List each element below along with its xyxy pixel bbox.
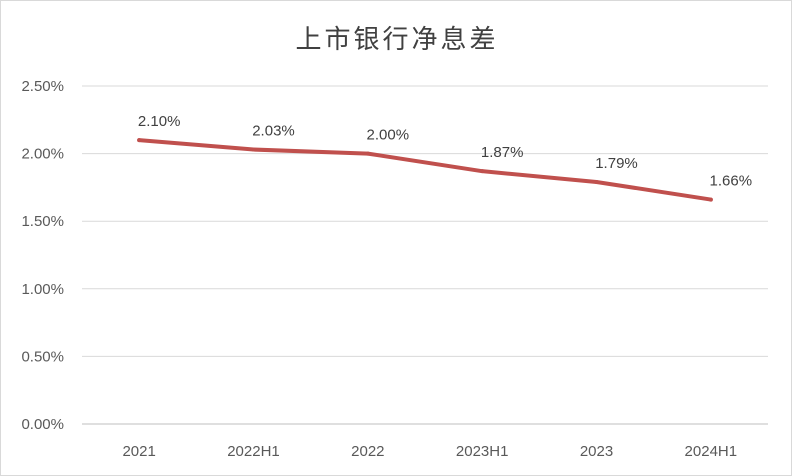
x-tick-label: 2022 [351,443,384,460]
x-tick-label: 2023H1 [456,443,509,460]
y-axis-tick-labels: 0.00% 0.50% 1.00% 1.50% 2.00% 2.50% [21,78,64,433]
data-label: 2.10% [138,113,181,130]
x-tick-label: 2024H1 [685,443,738,460]
y-tick-label: 2.50% [21,78,64,95]
data-label: 2.03% [252,123,295,140]
data-point [594,179,599,184]
data-point [365,151,370,156]
y-tick-label: 1.50% [21,213,64,230]
x-axis-tick-labels: 2021 2022H1 2022 2023H1 2023 2024H1 [122,443,737,460]
data-point [480,169,485,174]
y-tick-label: 1.00% [21,281,64,298]
data-label: 1.79% [595,155,638,172]
data-label: 1.87% [481,144,524,161]
y-tick-label: 2.00% [21,146,64,163]
chart-title: 上市银行净息差 [295,25,499,55]
data-point [708,197,713,202]
x-tick-label: 2021 [122,443,155,460]
data-point [251,147,256,152]
series-line [137,138,713,202]
data-labels: 2.10% 2.03% 2.00% 1.87% 1.79% 1.66% [138,113,752,189]
data-label: 2.00% [367,127,410,144]
y-tick-label: 0.50% [21,348,64,365]
x-tick-label: 2022H1 [227,443,280,460]
data-point [137,138,142,143]
y-tick-label: 0.00% [21,416,64,433]
series-line-group [137,138,713,202]
gridlines [82,85,768,425]
x-tick-label: 2023 [580,443,613,460]
data-label: 1.66% [710,173,753,190]
